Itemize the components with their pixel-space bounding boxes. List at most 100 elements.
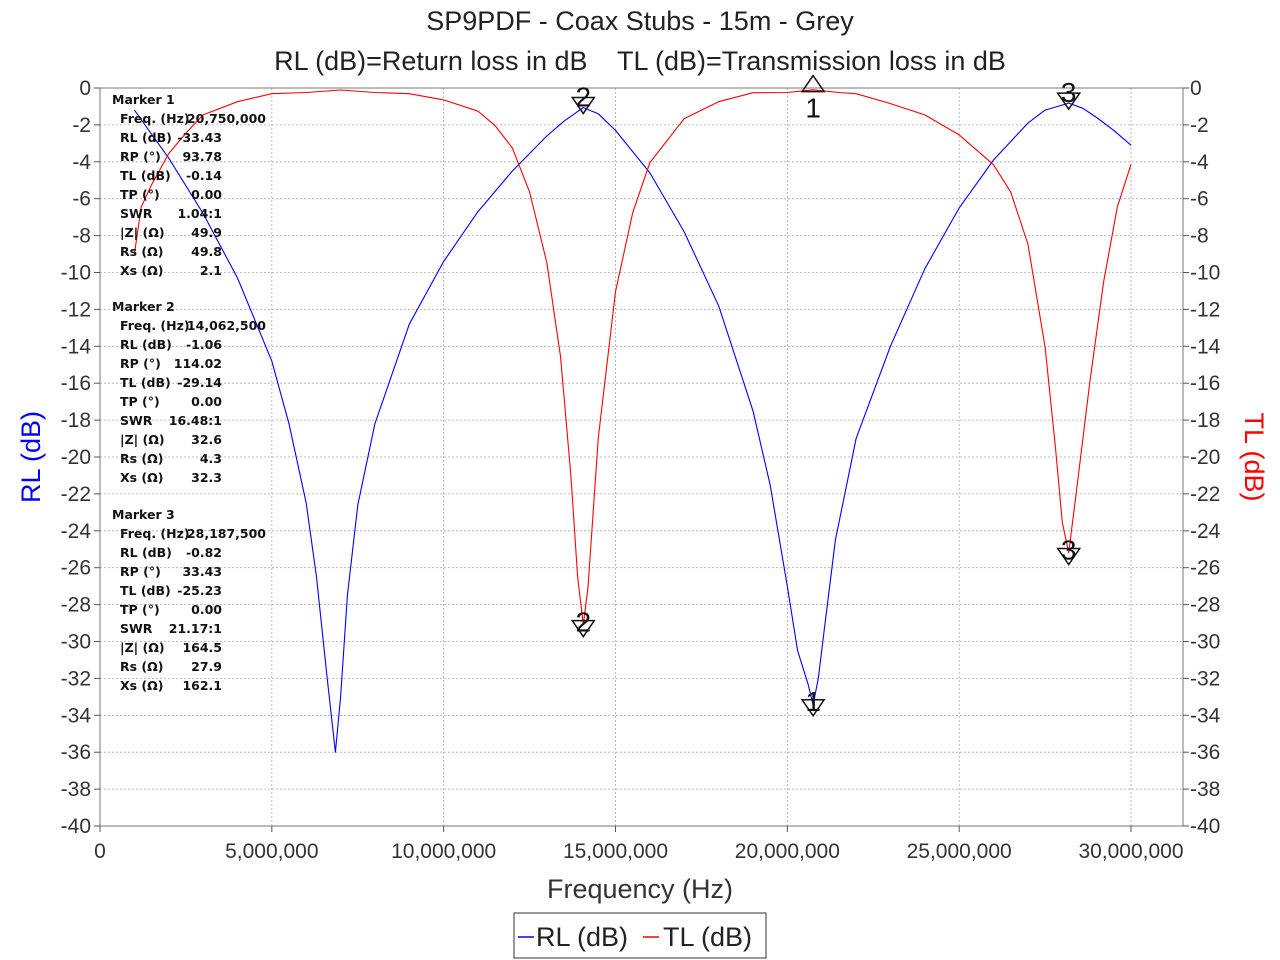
y-left-tick-label: -10 bbox=[61, 262, 91, 285]
x-tick-label: 25,000,000 bbox=[907, 840, 1012, 863]
marker-info-key: Rs (Ω) bbox=[120, 659, 163, 674]
x-tick-label: 10,000,000 bbox=[391, 840, 496, 863]
marker-info-value: 49.9 bbox=[191, 225, 222, 240]
marker-rl-triangle bbox=[1056, 92, 1082, 111]
marker-info-value: -0.82 bbox=[186, 545, 222, 560]
y-left-tick-label: -18 bbox=[61, 409, 91, 432]
marker-info-value: -25.23 bbox=[177, 583, 222, 598]
marker-tl-triangle bbox=[1056, 547, 1082, 566]
marker-info-value: 1.04:1 bbox=[177, 206, 222, 221]
marker-info-value: -33.43 bbox=[177, 130, 222, 145]
marker-info-value: 0.00 bbox=[191, 187, 222, 202]
marker-rl-triangle bbox=[570, 96, 596, 115]
marker-info-title: Marker 3 bbox=[112, 507, 175, 522]
y-left-tick-label: -24 bbox=[61, 520, 92, 543]
marker-info-key: |Z| (Ω) bbox=[120, 640, 165, 655]
y-right-tick-label: -34 bbox=[1190, 704, 1221, 727]
marker-info-key: RP (°) bbox=[120, 356, 161, 371]
marker-info-key: TP (°) bbox=[120, 187, 160, 202]
marker-info-value: -29.14 bbox=[177, 375, 222, 390]
y-right-tick-label: -8 bbox=[1190, 225, 1209, 248]
legend-tl-label: TL (dB) bbox=[663, 922, 752, 952]
marker-info-key: RL (dB) bbox=[120, 130, 172, 145]
marker-info-title: Marker 2 bbox=[112, 299, 175, 314]
marker-info-value: 93.78 bbox=[182, 149, 222, 164]
y-left-tick-label: -8 bbox=[72, 225, 91, 248]
marker-info-key: RL (dB) bbox=[120, 337, 172, 352]
marker-info-key: RP (°) bbox=[120, 564, 161, 579]
y-right-tick-label: -28 bbox=[1190, 594, 1220, 617]
x-tick-label: 30,000,000 bbox=[1078, 840, 1183, 863]
marker-info-key: TP (°) bbox=[120, 394, 160, 409]
marker-info-key: TL (dB) bbox=[120, 583, 171, 598]
marker-info-value: 2.1 bbox=[200, 263, 222, 278]
marker-info-value: 32.6 bbox=[191, 432, 222, 447]
y-left-tick-label: -40 bbox=[61, 815, 91, 838]
y-left-tick-label: -36 bbox=[61, 741, 91, 764]
y-right-tick-label: -12 bbox=[1190, 298, 1220, 321]
y-right-tick-label: -18 bbox=[1190, 409, 1220, 432]
y-left-tick-label: -6 bbox=[72, 188, 91, 211]
marker-info-value: 0.00 bbox=[191, 602, 222, 617]
y-right-tick-label: -20 bbox=[1190, 446, 1220, 469]
marker-number-label: 2 bbox=[575, 82, 591, 113]
y-right-tick-label: -30 bbox=[1190, 631, 1220, 654]
marker-info-key: RP (°) bbox=[120, 149, 161, 164]
marker-info-key: Freq. (Hz) bbox=[120, 318, 190, 333]
y-right-tick-label: -16 bbox=[1190, 372, 1220, 395]
marker-info-key: Rs (Ω) bbox=[120, 244, 163, 259]
marker-info-key: Xs (Ω) bbox=[120, 470, 163, 485]
marker-info-value: 0.00 bbox=[191, 394, 222, 409]
marker-info-value: -0.14 bbox=[186, 168, 222, 183]
marker-info-key: Freq. (Hz) bbox=[120, 111, 190, 126]
marker-number-label: 3 bbox=[1061, 534, 1077, 565]
marker-info-value: 16.48:1 bbox=[169, 413, 222, 428]
marker-info-key: Freq. (Hz) bbox=[120, 526, 190, 541]
marker-info-key: SWR bbox=[120, 413, 153, 428]
marker-info-key: RL (dB) bbox=[120, 545, 172, 560]
marker-info-value: 4.3 bbox=[200, 451, 222, 466]
y-left-tick-label: 0 bbox=[79, 77, 91, 100]
y-right-tick-label: -2 bbox=[1190, 114, 1209, 137]
y-right-tick-label: 0 bbox=[1190, 77, 1202, 100]
marker-tl-triangle bbox=[800, 74, 826, 93]
grid bbox=[100, 88, 1183, 826]
marker-info-key: Rs (Ω) bbox=[120, 451, 163, 466]
marker-info-key: Xs (Ω) bbox=[120, 678, 163, 693]
marker-info-value: 114.02 bbox=[174, 356, 222, 371]
y-axis-right-label: TL (dB) bbox=[1239, 412, 1269, 501]
y-right-tick-label: -26 bbox=[1190, 557, 1220, 580]
marker-info-title: Marker 1 bbox=[112, 92, 175, 107]
marker-number-label: 1 bbox=[805, 93, 821, 124]
y-right-tick-label: -38 bbox=[1190, 778, 1220, 801]
marker-number-label: 3 bbox=[1061, 77, 1077, 108]
series-group bbox=[133, 89, 1132, 753]
y-right-tick-label: -22 bbox=[1190, 483, 1220, 506]
y-left-tick-label: -12 bbox=[61, 298, 91, 321]
x-tick-label: 20,000,000 bbox=[735, 840, 840, 863]
marker-info-value: 162.1 bbox=[182, 678, 222, 693]
marker-info-value: 21.17:1 bbox=[169, 621, 222, 636]
chart-title: SP9PDF - Coax Stubs - 15m - Grey bbox=[426, 6, 854, 36]
y-left-tick-label: -26 bbox=[61, 557, 91, 580]
y-left-tick-label: -2 bbox=[72, 114, 91, 137]
y-right-tick-label: -4 bbox=[1190, 151, 1209, 174]
y-right-tick-label: -6 bbox=[1190, 188, 1209, 211]
marker-info-value: 27.9 bbox=[191, 659, 222, 674]
series-line-rl bbox=[133, 102, 1132, 753]
marker-info-value: 20,750,000 bbox=[187, 111, 266, 126]
marker-info-key: TL (dB) bbox=[120, 168, 171, 183]
y-left-tick-label: -28 bbox=[61, 594, 91, 617]
marker-info-value: 28,187,500 bbox=[187, 526, 266, 541]
x-tick-label: 0 bbox=[94, 840, 106, 863]
marker-info-value: 14,062,500 bbox=[187, 318, 266, 333]
legend: RL (dB) TL (dB) bbox=[513, 912, 767, 959]
marker-number-label: 1 bbox=[805, 686, 821, 717]
marker-info-value: 49.8 bbox=[191, 244, 222, 259]
marker-info-value: 33.43 bbox=[182, 564, 222, 579]
y-left-tick-label: -16 bbox=[61, 372, 91, 395]
y-left-tick-label: -34 bbox=[61, 704, 92, 727]
series-line-tl bbox=[133, 89, 1132, 626]
y-axis-right: 0 -2 -4 -6 -8 -10 -12 -14 -16 -18 -20 -22 -24 -26 -28 -… bbox=[1183, 77, 1221, 838]
